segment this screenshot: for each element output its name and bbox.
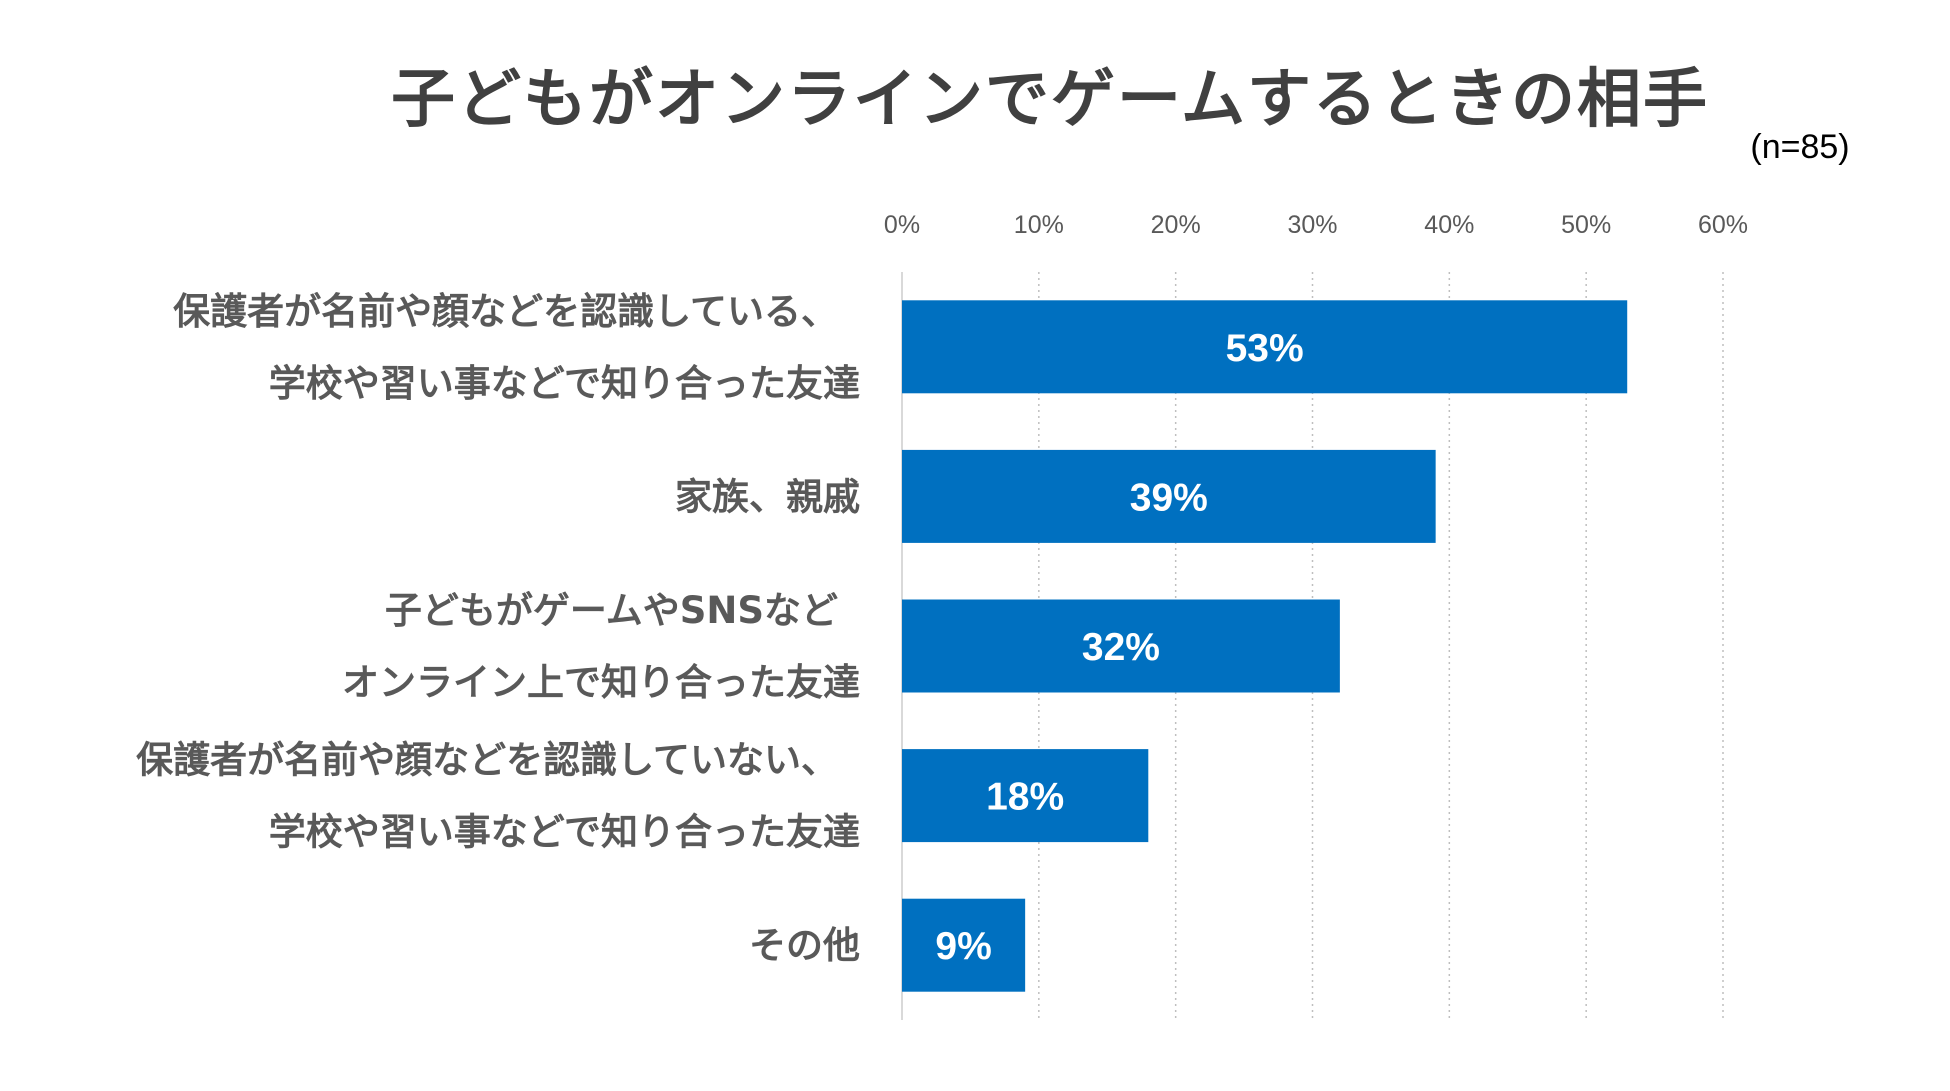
category-label: 保護者が名前や顔などを認識していない、 bbox=[136, 739, 838, 782]
sample-size: (n=85) bbox=[1750, 128, 1850, 166]
bar bbox=[902, 749, 1149, 843]
x-tick-label: 50% bbox=[1561, 211, 1611, 239]
x-tick-label: 0% bbox=[884, 211, 920, 239]
category-label: 子どもがゲームやSNSなど bbox=[385, 589, 838, 632]
data-label: 32% bbox=[1082, 626, 1160, 669]
category-label: その他 bbox=[749, 924, 860, 967]
bar bbox=[902, 898, 1026, 992]
category-label: オンライン上で知り合った友達 bbox=[342, 661, 860, 704]
data-label: 53% bbox=[1226, 327, 1304, 370]
category-label: 学校や習い事などで知り合った友達 bbox=[269, 362, 860, 405]
bar bbox=[902, 300, 1628, 394]
data-label: 9% bbox=[935, 925, 991, 968]
bar bbox=[902, 449, 1436, 543]
category-label: 学校や習い事などで知り合った友達 bbox=[269, 811, 860, 854]
x-tick-label: 60% bbox=[1698, 211, 1748, 239]
x-tick-label: 40% bbox=[1424, 211, 1474, 239]
chart-title: 子どもがオンラインでゲームするときの相手 bbox=[390, 63, 1710, 137]
x-tick-label: 30% bbox=[1287, 211, 1337, 239]
x-tick-label: 10% bbox=[1014, 211, 1064, 239]
data-label: 39% bbox=[1130, 476, 1208, 519]
bar bbox=[902, 599, 1340, 693]
category-label: 保護者が名前や顔などを認識している、 bbox=[173, 290, 838, 333]
data-label: 18% bbox=[986, 776, 1064, 819]
category-label: 家族、親戚 bbox=[675, 475, 860, 518]
x-tick-label: 20% bbox=[1151, 211, 1201, 239]
